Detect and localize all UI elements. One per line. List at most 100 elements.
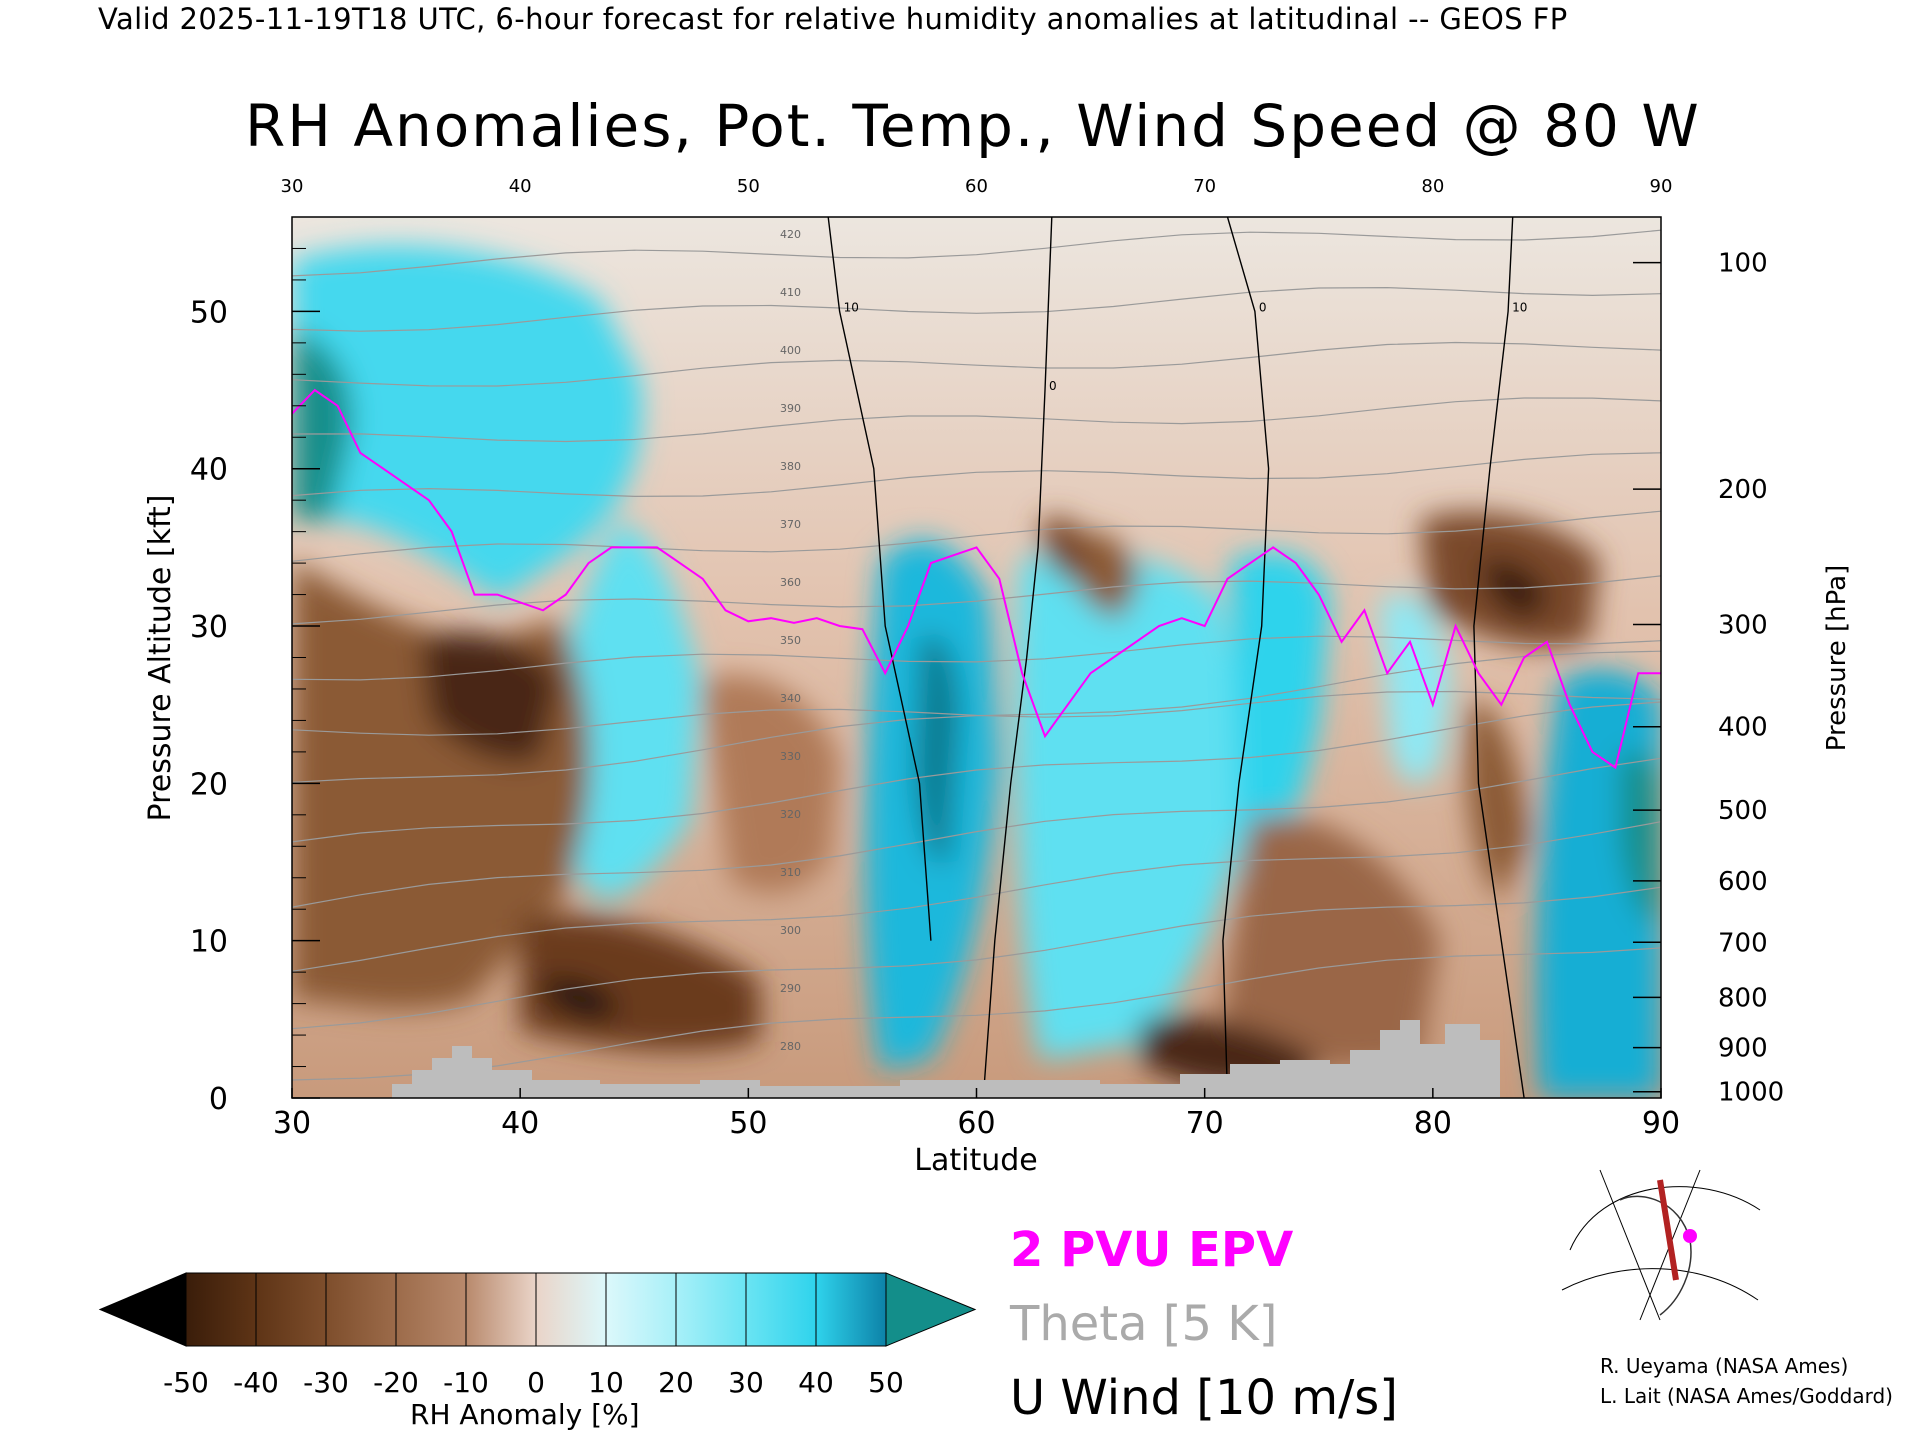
theta-contour-label: 390 bbox=[780, 402, 801, 415]
y-axis-right-label: Pressure [hPa] bbox=[1822, 565, 1852, 752]
theta-contour bbox=[292, 690, 1661, 736]
forecast-valid-line: Valid 2025-11-19T18 UTC, 6-hour forecast… bbox=[98, 2, 1568, 36]
u-wind-contour bbox=[982, 217, 1053, 1098]
colorbar-segment bbox=[605, 1272, 677, 1347]
inset-map bbox=[1561, 1168, 1761, 1321]
colorbar-segment bbox=[465, 1272, 537, 1347]
theta-contour-label: 350 bbox=[780, 634, 801, 647]
theta-contour-label: 330 bbox=[780, 750, 801, 763]
colorbar-tick-label: -30 bbox=[303, 1366, 349, 1399]
x-tick-label-top: 80 bbox=[1421, 176, 1444, 197]
x-tick-label-bottom: 70 bbox=[1186, 1106, 1224, 1141]
epv-2pvu-line bbox=[292, 388, 1661, 770]
y-tick-label-left: 50 bbox=[190, 295, 228, 330]
x-tick-label-bottom: 80 bbox=[1414, 1106, 1452, 1141]
colorbar-segment bbox=[815, 1272, 887, 1347]
colorbar-tick-label: 50 bbox=[868, 1366, 904, 1399]
rh-anomaly-field bbox=[292, 245, 1661, 1098]
theta-contour bbox=[292, 701, 1661, 843]
theta-contour bbox=[292, 821, 1661, 972]
x-tick-label-top: 60 bbox=[965, 176, 988, 197]
colorbar-tick-label: -40 bbox=[233, 1366, 279, 1399]
u-wind-contour-label: 0 bbox=[1049, 379, 1057, 393]
y-tick-label-left: 10 bbox=[190, 925, 228, 960]
x-tick-label-bottom: 30 bbox=[273, 1106, 311, 1141]
pressure-tick-label: 800 bbox=[1718, 983, 1768, 1013]
chart-title: RH Anomalies, Pot. Temp., Wind Speed @ 8… bbox=[245, 92, 1701, 160]
theta-contour bbox=[292, 757, 1661, 908]
y-tick-label-left: 20 bbox=[190, 767, 228, 802]
u-wind-contour-group: 10 0 0 10 bbox=[827, 217, 1527, 1098]
theta-contour bbox=[292, 947, 1661, 1081]
theta-contour-label: 290 bbox=[780, 982, 801, 995]
theta-contour bbox=[292, 886, 1661, 1030]
x-tick-label-top: 70 bbox=[1193, 176, 1216, 197]
colorbar-low-arrow bbox=[98, 1272, 187, 1347]
theta-contour bbox=[292, 229, 1661, 277]
theta-contour-label: 300 bbox=[780, 924, 801, 937]
colorbar: -50 -40 -30 -20 -10 0 10 20 30 40 50 bbox=[98, 1272, 977, 1399]
theta-contour-label: 340 bbox=[780, 692, 801, 705]
theta-contour bbox=[292, 341, 1661, 387]
plot-area: 280 290 300 310 320 330 340 350 360 370 380 390 400 4… bbox=[292, 217, 1661, 1098]
colorbar-segment bbox=[185, 1272, 257, 1347]
pressure-tick-label: 300 bbox=[1718, 610, 1768, 640]
legend-epv: 2 PVU EPV bbox=[1010, 1222, 1294, 1278]
x-tick-label-bottom: 50 bbox=[729, 1106, 767, 1141]
legend-u-wind: U Wind [10 m/s] bbox=[1010, 1370, 1399, 1426]
x-tick-label-top: 30 bbox=[281, 176, 304, 197]
colorbar-segment bbox=[395, 1272, 467, 1347]
y-tick-label-left: 40 bbox=[190, 453, 228, 488]
colorbar-segment bbox=[745, 1272, 817, 1347]
y-tick-label-left: 30 bbox=[190, 610, 228, 645]
x-tick-label-bottom: 60 bbox=[957, 1106, 995, 1141]
theta-contour-label: 410 bbox=[780, 286, 801, 299]
u-wind-contour bbox=[1222, 217, 1270, 1098]
colorbar-tick-label: -20 bbox=[373, 1366, 419, 1399]
legend-theta: Theta [5 K] bbox=[1010, 1296, 1278, 1352]
terrain-mask bbox=[392, 1020, 1500, 1098]
y-axis-left: 0 10 20 30 40 50 bbox=[190, 247, 320, 1117]
colorbar-label: RH Anomaly [%] bbox=[410, 1398, 640, 1431]
y-axis-left-label: Pressure Altitude [kft] bbox=[143, 495, 178, 822]
theta-contour bbox=[292, 510, 1661, 562]
theta-contour-label: 380 bbox=[780, 460, 801, 473]
u-wind-contour-label: 10 bbox=[1512, 300, 1527, 314]
u-wind-contour bbox=[827, 217, 932, 941]
theta-contour-label: 420 bbox=[780, 228, 801, 241]
colorbar-tick-label: 30 bbox=[728, 1366, 764, 1399]
x-axis-top: 30 40 50 60 70 80 90 bbox=[281, 176, 1673, 197]
y-tick-label-left: 0 bbox=[209, 1082, 228, 1117]
theta-contour-label: 320 bbox=[780, 808, 801, 821]
pressure-tick-label: 500 bbox=[1718, 796, 1768, 826]
x-axis-label: Latitude bbox=[914, 1143, 1037, 1178]
pressure-tick-label: 600 bbox=[1718, 867, 1768, 897]
theta-contour-label: 370 bbox=[780, 518, 801, 531]
theta-contour-label: 360 bbox=[780, 576, 801, 589]
colorbar-tick-label: 40 bbox=[798, 1366, 834, 1399]
x-tick-label-bottom: 40 bbox=[501, 1106, 539, 1141]
x-tick-label-top: 40 bbox=[509, 176, 532, 197]
theta-contour-label: 310 bbox=[780, 866, 801, 879]
x-tick-label-top: 90 bbox=[1650, 176, 1673, 197]
theta-contour bbox=[292, 286, 1661, 332]
theta-contour bbox=[292, 397, 1661, 443]
y-axis-right: 100 200 300 400 500 600 700 800 900 1000 bbox=[1633, 249, 1784, 1108]
colorbar-tick-label: -50 bbox=[163, 1366, 209, 1399]
pressure-tick-label: 200 bbox=[1718, 475, 1768, 505]
credit-ueyama: R. Ueyama (NASA Ames) bbox=[1600, 1354, 1849, 1378]
u-wind-contour-label: 0 bbox=[1259, 300, 1267, 314]
colorbar-tick-label: 0 bbox=[527, 1366, 545, 1399]
colorbar-segment bbox=[255, 1272, 327, 1347]
colorbar-tick-label: 10 bbox=[588, 1366, 624, 1399]
colorbar-tick-label: 20 bbox=[658, 1366, 694, 1399]
u-wind-contour bbox=[1473, 217, 1525, 1098]
pressure-tick-label: 1000 bbox=[1718, 1078, 1784, 1108]
pressure-tick-label: 400 bbox=[1718, 713, 1768, 743]
colorbar-segment bbox=[325, 1272, 397, 1347]
u-wind-contour-label: 10 bbox=[844, 300, 859, 314]
colorbar-high-arrow bbox=[885, 1272, 977, 1347]
colorbar-segment bbox=[675, 1272, 747, 1347]
x-tick-label-top: 50 bbox=[737, 176, 760, 197]
